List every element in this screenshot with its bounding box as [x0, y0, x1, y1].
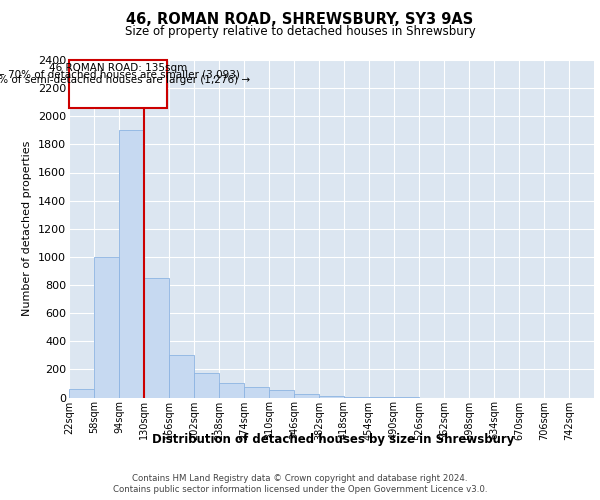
Text: Contains HM Land Registry data © Crown copyright and database right 2024.: Contains HM Land Registry data © Crown c… [132, 474, 468, 483]
Bar [194, 373, 219, 398]
Bar [269, 390, 294, 398]
Text: Size of property relative to detached houses in Shrewsbury: Size of property relative to detached ho… [125, 25, 475, 38]
Bar [244, 387, 269, 398]
Bar [69, 389, 94, 398]
Bar [169, 356, 194, 398]
Bar [219, 384, 244, 398]
Text: 46 ROMAN ROAD: 135sqm: 46 ROMAN ROAD: 135sqm [49, 63, 187, 73]
Text: 46, ROMAN ROAD, SHREWSBURY, SY3 9AS: 46, ROMAN ROAD, SHREWSBURY, SY3 9AS [127, 12, 473, 28]
Y-axis label: Number of detached properties: Number of detached properties [22, 141, 32, 316]
Bar [144, 278, 169, 398]
Bar [69, 60, 167, 108]
Bar [119, 130, 144, 398]
Text: Contains public sector information licensed under the Open Government Licence v3: Contains public sector information licen… [113, 485, 487, 494]
Bar [294, 394, 319, 398]
Bar [319, 396, 344, 398]
Text: 29% of semi-detached houses are larger (1,276) →: 29% of semi-detached houses are larger (… [0, 75, 251, 85]
Bar [94, 257, 119, 398]
Text: Distribution of detached houses by size in Shrewsbury: Distribution of detached houses by size … [152, 432, 514, 446]
Bar [344, 397, 369, 398]
Text: ← 70% of detached houses are smaller (3,093): ← 70% of detached houses are smaller (3,… [0, 69, 240, 79]
